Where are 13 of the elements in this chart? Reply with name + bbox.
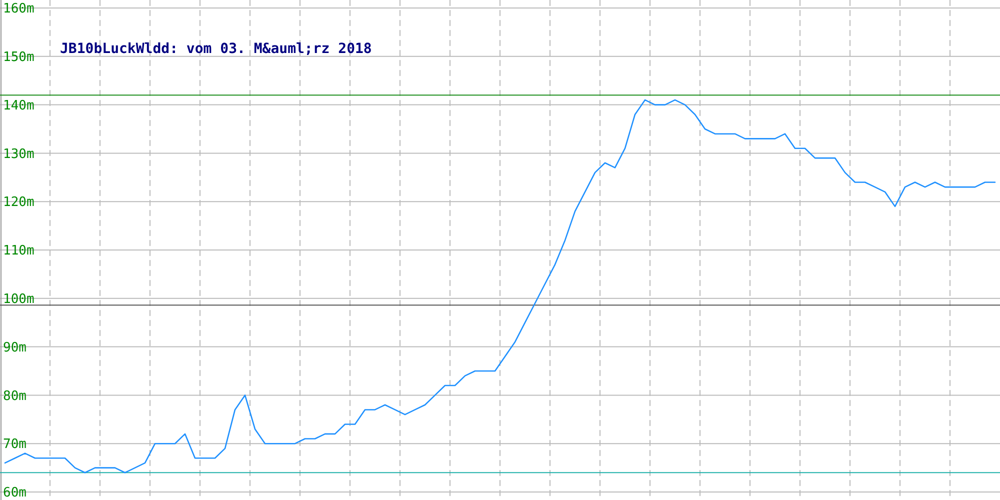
y-tick-label: 140m (3, 98, 34, 114)
y-tick-label: 100m (3, 292, 34, 307)
y-tick-label: 110m (3, 244, 34, 259)
y-tick-label: 160m (3, 2, 34, 17)
y-tick-label: 60m (3, 486, 27, 500)
y-tick-label: 80m (3, 388, 27, 404)
y-tick-label: 150m (3, 50, 34, 65)
y-tick-label: 120m (3, 195, 34, 210)
text: JB10bLuckWldd: vom 03. M&auml;rz 2018 (60, 40, 372, 57)
y-tick-label: 90m (3, 340, 27, 356)
line-series (4, 99, 996, 474)
y-tick-label: 70m (3, 437, 27, 452)
y-tick-label: 130m (3, 146, 34, 162)
